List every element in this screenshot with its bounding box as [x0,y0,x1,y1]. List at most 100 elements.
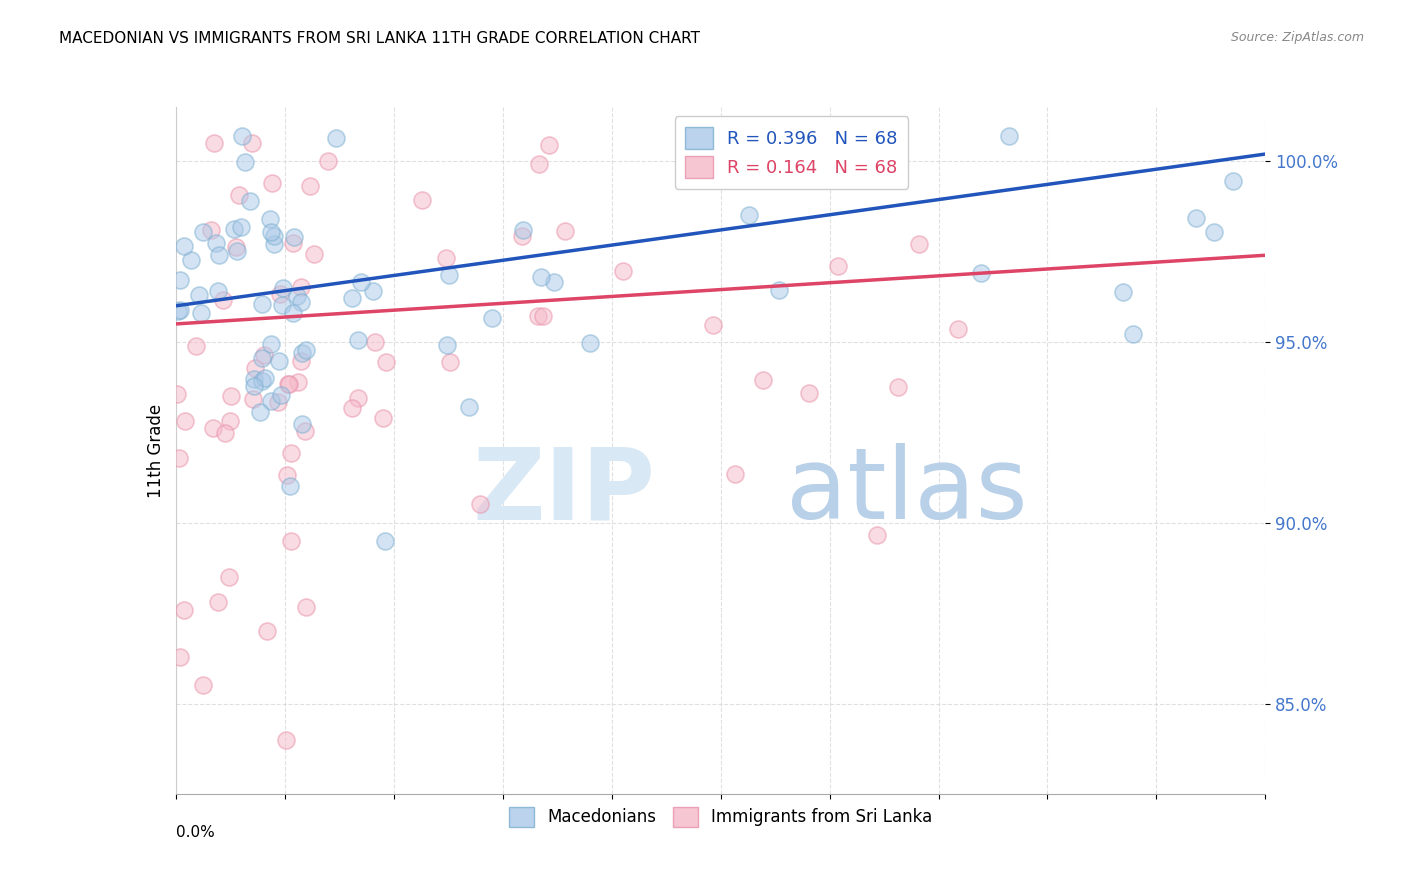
Point [537,138,560,153]
Point [768,284,790,298]
Point [436,337,458,351]
Point [167,303,190,318]
Y-axis label: 11th Grade: 11th Grade [146,403,165,498]
Point [510,229,533,244]
Point [243,372,266,386]
Point [260,176,283,190]
Text: atlas: atlas [786,443,1028,541]
Point [281,305,304,319]
Point [290,354,312,368]
Point [346,391,368,405]
Point [751,373,773,387]
Point [173,239,195,253]
Point [188,287,211,301]
Point [718,158,741,172]
Point [277,376,299,391]
Point [340,401,363,416]
Point [866,528,889,542]
Point [173,602,195,616]
Point [371,411,394,425]
Point [270,388,292,402]
Point [530,270,553,285]
Point [169,273,191,287]
Point [281,236,304,251]
Point [243,378,266,392]
Point [214,425,236,440]
Point [243,360,266,375]
Point [543,276,565,290]
Point [200,222,222,236]
Point [202,421,225,435]
Point [219,414,242,428]
Point [212,293,235,307]
Point [411,193,433,207]
Point [342,291,364,305]
Point [278,478,301,492]
Point [290,280,312,294]
Point [276,468,298,483]
Point [439,268,461,283]
Point [291,417,314,432]
Point [997,128,1019,143]
Point [166,387,188,401]
Point [219,388,242,402]
Point [799,385,821,400]
Point [827,260,849,274]
Point [375,355,398,369]
Point [253,371,276,385]
Point [207,284,229,298]
Point [242,392,264,406]
Point [302,247,325,261]
Point [527,309,550,323]
Point [350,276,373,290]
Point [278,376,301,391]
Point [167,450,190,465]
Point [191,678,214,692]
Text: ZIP: ZIP [472,443,655,541]
Point [1204,225,1226,239]
Point [512,223,534,237]
Point [325,131,347,145]
Point [527,157,550,171]
Point [702,318,724,332]
Point [256,624,278,639]
Point [169,649,191,664]
Point [186,339,208,353]
Point [1184,211,1206,225]
Point [233,155,256,169]
Point [239,194,262,209]
Point [260,394,283,409]
Text: 0.0%: 0.0% [176,825,215,839]
Text: MACEDONIAN VS IMMIGRANTS FROM SRI LANKA 11TH GRADE CORRELATION CHART: MACEDONIAN VS IMMIGRANTS FROM SRI LANKA … [59,31,700,46]
Point [295,600,318,615]
Point [294,424,316,438]
Point [814,149,837,163]
Point [253,348,276,362]
Point [260,337,283,351]
Point [287,375,309,389]
Point [481,311,503,326]
Point [249,404,271,418]
Point [225,240,247,254]
Point [439,355,461,369]
Point [204,136,226,151]
Point [226,244,249,258]
Point [531,309,554,323]
Point [283,230,305,244]
Point [250,297,273,311]
Point [271,281,294,295]
Point [259,212,281,227]
Point [434,251,457,265]
Point [723,467,745,481]
Point [1122,326,1144,341]
Point [267,394,290,409]
Point [457,400,479,414]
Point [908,236,931,251]
Point [207,595,229,609]
Point [290,294,312,309]
Point [260,225,283,239]
Point [240,136,263,151]
Point [287,289,309,303]
Point [180,253,202,268]
Point [948,322,970,336]
